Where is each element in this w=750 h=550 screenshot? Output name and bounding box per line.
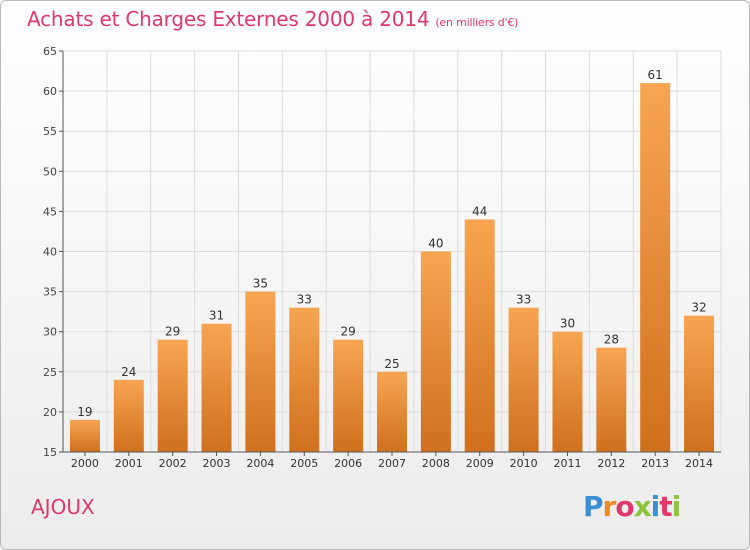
bar-2010: [508, 307, 539, 452]
x-tick-label: 2012: [597, 457, 625, 470]
x-tick-label: 2008: [422, 457, 450, 470]
data-label: 28: [604, 333, 619, 347]
data-label: 24: [121, 365, 136, 379]
bar-2009: [464, 219, 495, 452]
logo-letter: x: [633, 490, 652, 523]
logo-letter: i: [671, 490, 682, 523]
y-tick-label: 50: [43, 165, 57, 178]
x-tick-label: 2007: [378, 457, 406, 470]
x-tick-label: 2014: [685, 457, 713, 470]
x-tick-label: 2003: [203, 457, 231, 470]
y-tick-label: 20: [43, 406, 57, 419]
y-tick-label: 45: [43, 205, 57, 218]
data-label: 33: [297, 293, 312, 307]
bar-2012: [596, 347, 627, 452]
chart-title-text: Achats et Charges Externes 2000 à 2014: [27, 7, 430, 31]
y-tick-label: 30: [43, 326, 57, 339]
data-label: 44: [472, 204, 487, 218]
y-tick-label: 40: [43, 246, 57, 259]
x-tick-label: 2006: [334, 457, 362, 470]
data-label: 61: [648, 68, 663, 82]
chart-title: Achats et Charges Externes 2000 à 2014 (e…: [27, 7, 518, 31]
bar-2004: [245, 291, 276, 452]
x-tick-label: 2004: [246, 457, 274, 470]
data-label: 30: [560, 317, 575, 331]
proxiti-logo[interactable]: Proxiti: [583, 490, 682, 523]
logo-letter: o: [615, 490, 634, 523]
bar-2002: [157, 339, 188, 452]
bar-2000: [69, 419, 100, 452]
data-label: 35: [253, 277, 268, 291]
data-label: 40: [428, 237, 443, 251]
bar-2013: [640, 83, 671, 452]
bar-2003: [201, 323, 232, 452]
x-tick-label: 2009: [466, 457, 494, 470]
x-tick-label: 2013: [641, 457, 669, 470]
bar-2006: [333, 339, 364, 452]
y-tick-label: 35: [43, 286, 57, 299]
data-label: 25: [384, 357, 399, 371]
y-tick-label: 55: [43, 125, 57, 138]
bar-2008: [420, 251, 451, 452]
y-tick-label: 65: [43, 45, 57, 58]
axes: 15 20 25 30 35 40 45 50 55 60 65 2000 2001 2002 2003 20…: [43, 45, 721, 470]
city-name: AJOUX: [31, 495, 95, 519]
chart-unit: (en milliers d'€): [435, 16, 519, 29]
bar-2005: [289, 307, 320, 452]
y-tick-label: 15: [43, 446, 57, 459]
x-tick-label: 2011: [553, 457, 581, 470]
bars: 19 24 29 31 35 33 29 25 40 44 33 30 28 61 32: [69, 68, 715, 452]
x-tick-label: 2010: [510, 457, 538, 470]
y-tick-label: 25: [43, 366, 57, 379]
logo-letter: r: [602, 490, 617, 523]
x-tick-label: 2001: [115, 457, 143, 470]
logo-letter: i: [650, 490, 661, 523]
bar-2001: [113, 379, 144, 452]
data-label: 29: [340, 325, 355, 339]
x-tick-label: 2000: [71, 457, 99, 470]
data-label: 29: [165, 325, 180, 339]
bar-2014: [684, 315, 715, 452]
data-label: 19: [77, 405, 92, 419]
y-tick-label: 60: [43, 85, 57, 98]
x-tick-label: 2005: [290, 457, 318, 470]
data-label: 33: [516, 293, 531, 307]
bar-2011: [552, 331, 583, 452]
data-label: 32: [691, 301, 706, 315]
data-label: 31: [209, 309, 224, 323]
logo-letter: t: [659, 490, 672, 523]
logo-letter: P: [583, 490, 604, 523]
bar-2007: [377, 371, 407, 452]
x-tick-label: 2002: [159, 457, 187, 470]
